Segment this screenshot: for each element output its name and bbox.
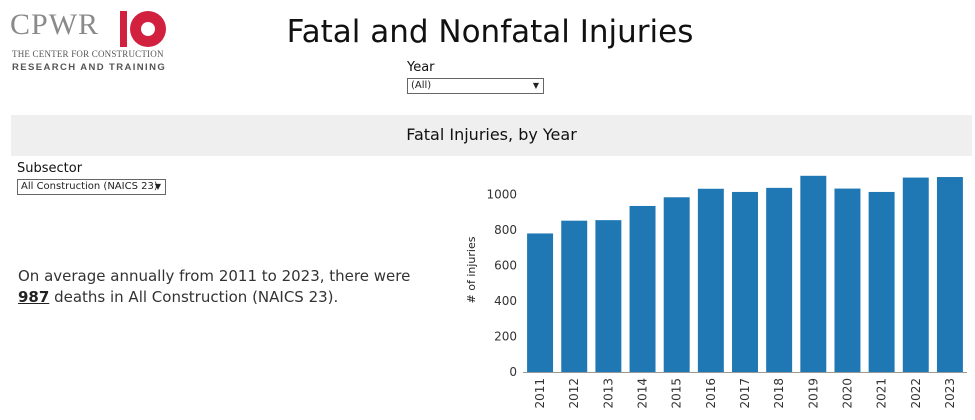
average-deaths-value[interactable]: 987	[18, 288, 50, 306]
year-select-value: (All)	[411, 80, 432, 91]
subsector-select-value: All Construction (NAICS 23)	[21, 181, 158, 192]
x-tick-label: 2016	[704, 378, 718, 409]
cpwr-logo: CPWR THE CENTER FOR CONSTRUCTION RESEARC…	[10, 8, 170, 73]
bar-2016[interactable]	[697, 188, 724, 372]
x-tick-label: 2023	[943, 378, 957, 409]
subsector-filter-label: Subsector	[17, 161, 83, 176]
x-tick-label: 2012	[567, 378, 581, 409]
bar-2017[interactable]	[732, 191, 758, 372]
bar-2014[interactable]	[629, 205, 656, 372]
section-title: Fatal Injuries, by Year	[406, 125, 577, 144]
section-header: Fatal Injuries, by Year	[11, 115, 972, 156]
fatal-injuries-bar-chart: # of injuries 0 200 400 600 800 1000 2011 2012 20…	[465, 175, 967, 409]
y-tick-label: 0	[509, 365, 517, 379]
bar-2023[interactable]	[936, 177, 963, 372]
y-tick-label: 400	[494, 294, 517, 308]
logo-tagline-2: RESEARCH AND TRAINING	[12, 62, 167, 73]
bar-2019[interactable]	[800, 175, 827, 372]
subsector-select[interactable]: All Construction (NAICS 23) ▼	[17, 179, 166, 195]
bar-2012[interactable]	[561, 220, 588, 372]
y-axis-label: # of injuries	[465, 236, 478, 303]
chevron-down-icon: ▼	[154, 182, 161, 191]
x-tick-label: 2013	[601, 378, 615, 409]
y-tick-label: 800	[494, 223, 517, 237]
chevron-down-icon: ▼	[532, 81, 539, 90]
x-tick-label: 2022	[909, 378, 923, 409]
bar-2015[interactable]	[663, 197, 690, 372]
logo-mark-icon	[120, 11, 166, 47]
x-tick-label: 2020	[840, 378, 854, 409]
summary-text-after: deaths in All Construction (NAICS 23).	[49, 288, 339, 306]
bar-2021[interactable]	[868, 191, 895, 372]
bar-2011[interactable]	[527, 233, 554, 372]
logo-tagline-1: THE CENTER FOR CONSTRUCTION	[12, 49, 164, 59]
y-tick-label: 1000	[486, 188, 517, 202]
x-tick-label: 2021	[875, 378, 889, 409]
summary-text: On average annually from 2011 to 2023, t…	[18, 266, 438, 308]
bar-2013[interactable]	[595, 220, 622, 372]
year-filter-label: Year	[407, 60, 435, 75]
bar-2022[interactable]	[902, 177, 929, 372]
page-title: Fatal and Nonfatal Injuries	[286, 14, 694, 50]
x-tick-label: 2018	[772, 378, 786, 409]
bar-2020[interactable]	[834, 188, 861, 372]
x-tick-label: 2011	[533, 378, 547, 409]
logo-wordmark: CPWR	[10, 8, 100, 41]
year-select[interactable]: (All) ▼	[407, 78, 544, 94]
x-tick-label: 2014	[636, 378, 650, 409]
y-tick-label: 200	[494, 330, 517, 344]
x-tick-label: 2019	[806, 378, 820, 409]
bar-2018[interactable]	[766, 187, 793, 372]
summary-text-before: On average annually from 2011 to 2023, t…	[18, 267, 411, 285]
x-tick-label: 2015	[670, 378, 684, 409]
y-tick-label: 600	[494, 259, 517, 273]
x-tick-label: 2017	[738, 378, 752, 409]
